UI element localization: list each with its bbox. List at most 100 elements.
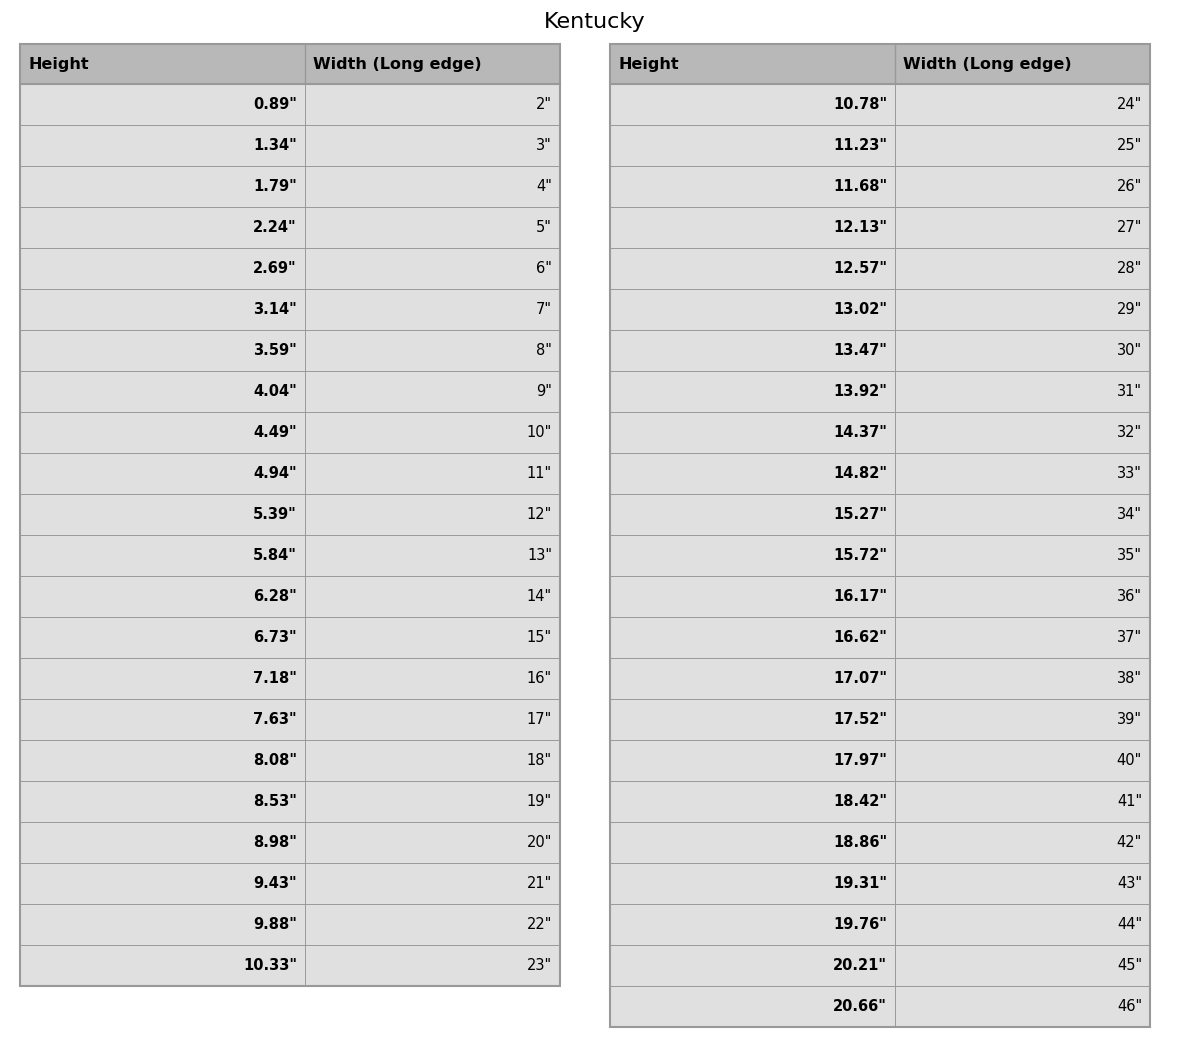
Text: 8.53": 8.53" — [253, 794, 298, 809]
Bar — [305, 207, 560, 248]
Bar — [610, 494, 895, 535]
Text: 46": 46" — [1117, 999, 1142, 1014]
Bar — [610, 84, 895, 124]
Text: 4": 4" — [537, 179, 552, 194]
Bar — [895, 453, 1150, 494]
Text: 10.33": 10.33" — [243, 958, 298, 972]
Bar — [895, 207, 1150, 248]
Bar — [20, 453, 305, 494]
Text: 12.13": 12.13" — [833, 220, 887, 235]
Bar — [610, 248, 895, 289]
Text: 15": 15" — [527, 630, 552, 645]
Bar — [20, 124, 305, 166]
Text: 4.04": 4.04" — [253, 384, 298, 399]
Text: 38": 38" — [1117, 671, 1142, 686]
Text: 43": 43" — [1117, 876, 1142, 891]
Bar — [895, 330, 1150, 371]
Bar — [20, 330, 305, 371]
Text: 13.02": 13.02" — [833, 302, 887, 317]
Text: 8.08": 8.08" — [253, 753, 298, 768]
Bar — [610, 945, 895, 986]
Bar — [305, 124, 560, 166]
Bar — [610, 207, 895, 248]
Text: 2": 2" — [536, 97, 552, 112]
Text: 17.52": 17.52" — [833, 712, 887, 727]
Text: 12.57": 12.57" — [833, 261, 887, 276]
Bar — [305, 371, 560, 412]
Bar — [20, 617, 305, 658]
Bar — [20, 166, 305, 207]
Bar — [20, 576, 305, 617]
Bar — [895, 412, 1150, 453]
Bar — [20, 781, 305, 822]
Text: 17.97": 17.97" — [833, 753, 887, 768]
Bar — [610, 658, 895, 699]
Text: 6.28": 6.28" — [253, 589, 298, 604]
Bar — [610, 699, 895, 739]
Bar — [895, 289, 1150, 330]
Text: 20": 20" — [527, 835, 552, 850]
Bar — [610, 781, 895, 822]
Bar — [305, 289, 560, 330]
Bar — [895, 658, 1150, 699]
Bar — [895, 986, 1150, 1027]
Text: 31": 31" — [1117, 384, 1142, 399]
Text: 10": 10" — [527, 425, 552, 440]
Text: 7.63": 7.63" — [253, 712, 298, 727]
Bar — [610, 330, 895, 371]
Bar — [305, 248, 560, 289]
Text: 2.69": 2.69" — [253, 261, 298, 276]
Text: 21": 21" — [527, 876, 552, 891]
Text: 2.24": 2.24" — [253, 220, 298, 235]
Text: 7.18": 7.18" — [253, 671, 298, 686]
Bar — [305, 781, 560, 822]
Bar — [895, 248, 1150, 289]
Bar — [305, 535, 560, 576]
Bar — [610, 986, 895, 1027]
Text: 6": 6" — [537, 261, 552, 276]
Bar — [20, 412, 305, 453]
Text: 6.73": 6.73" — [253, 630, 298, 645]
Text: 34": 34" — [1117, 508, 1142, 522]
Bar — [610, 44, 1150, 1027]
Text: 11.68": 11.68" — [833, 179, 887, 194]
Text: 16.62": 16.62" — [833, 630, 887, 645]
Text: 19.76": 19.76" — [833, 917, 887, 932]
Text: 18": 18" — [527, 753, 552, 768]
Text: 17": 17" — [527, 712, 552, 727]
Text: 23": 23" — [527, 958, 552, 972]
Bar — [610, 371, 895, 412]
Bar — [895, 699, 1150, 739]
Bar — [895, 166, 1150, 207]
Bar — [610, 535, 895, 576]
Bar — [20, 494, 305, 535]
Bar — [305, 84, 560, 124]
Bar — [305, 166, 560, 207]
Bar — [20, 904, 305, 945]
Bar — [20, 739, 305, 781]
Bar — [20, 289, 305, 330]
Bar — [610, 576, 895, 617]
Text: 44": 44" — [1117, 917, 1142, 932]
Text: Width (Long edge): Width (Long edge) — [313, 56, 482, 71]
Text: 1.79": 1.79" — [253, 179, 298, 194]
Text: 20.21": 20.21" — [833, 958, 887, 972]
Bar — [305, 739, 560, 781]
Bar — [20, 44, 560, 986]
Bar — [20, 84, 305, 124]
Bar — [305, 576, 560, 617]
Bar — [305, 699, 560, 739]
Text: 12": 12" — [527, 508, 552, 522]
Text: 41": 41" — [1117, 794, 1142, 809]
Bar — [305, 453, 560, 494]
Text: 15.27": 15.27" — [833, 508, 887, 522]
Bar — [20, 658, 305, 699]
Bar — [895, 863, 1150, 904]
Text: 39": 39" — [1117, 712, 1142, 727]
Bar — [20, 371, 305, 412]
Text: 40": 40" — [1116, 753, 1142, 768]
Text: 27": 27" — [1116, 220, 1142, 235]
Text: 32": 32" — [1117, 425, 1142, 440]
Text: 20.66": 20.66" — [833, 999, 887, 1014]
Text: 4.49": 4.49" — [253, 425, 298, 440]
